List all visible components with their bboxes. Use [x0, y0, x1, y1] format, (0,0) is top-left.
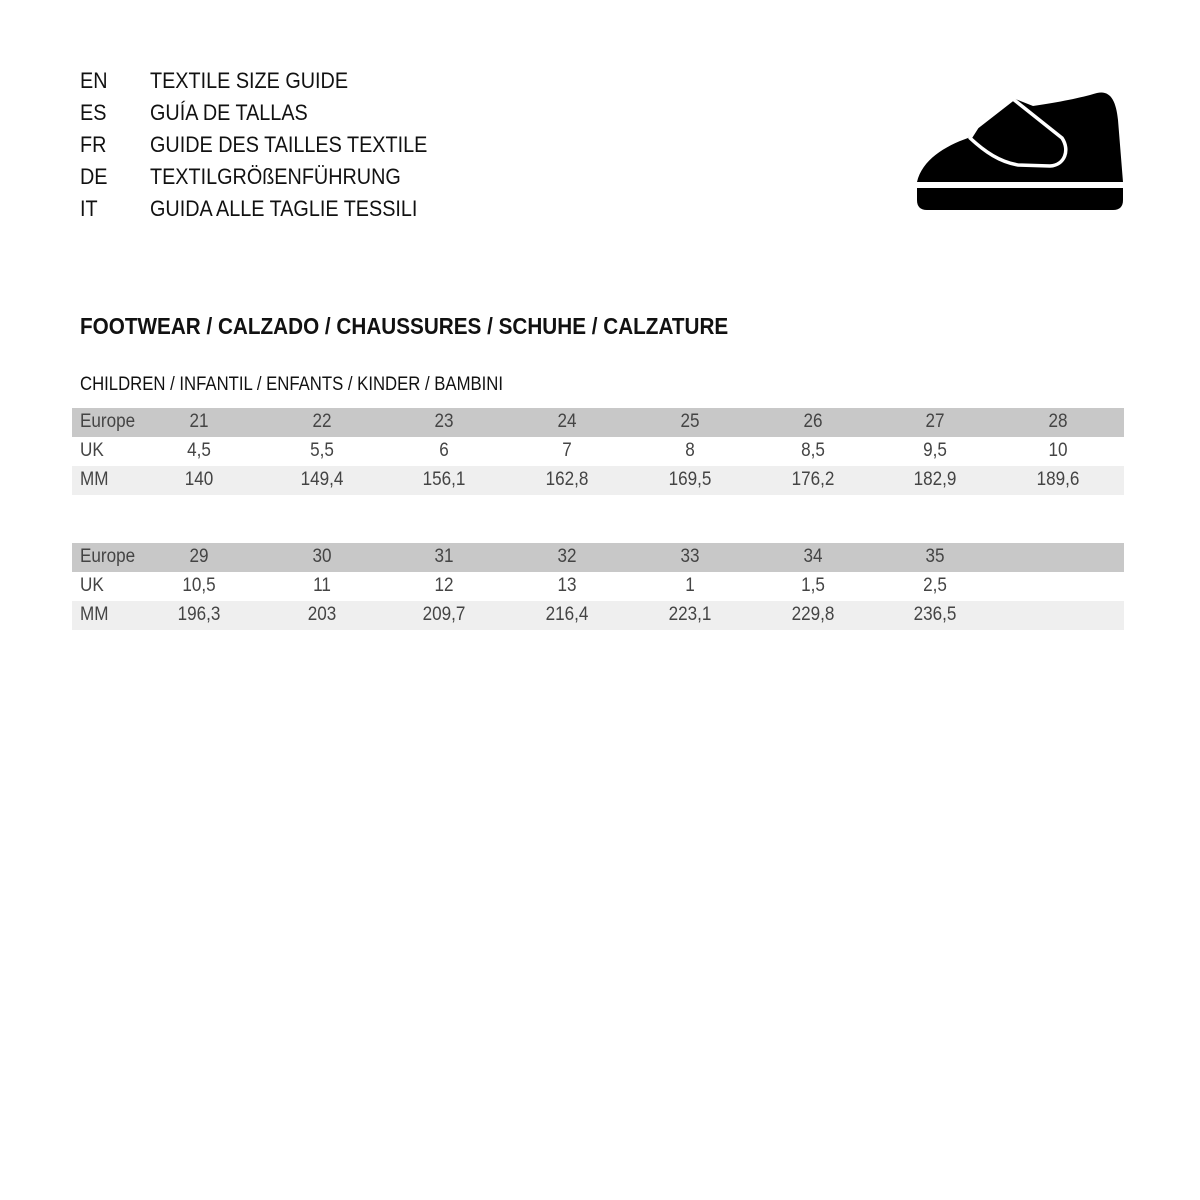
language-title: TEXTILGRÖßENFÜHRUNG [150, 164, 401, 189]
language-title: GUIDA ALLE TAGLIE TESSILI [150, 196, 418, 221]
table-cell: 176,2 [791, 469, 834, 490]
table-cell: 236,5 [913, 604, 957, 625]
shoe-icon [917, 92, 1123, 210]
table-cell: 229,8 [791, 604, 834, 625]
table-cell: 27 [925, 411, 945, 432]
table-row: Europe 29 30 31 32 33 34 35 [72, 543, 1124, 572]
table-cell: 9,5 [923, 440, 948, 461]
table-cell: 30 [312, 546, 332, 567]
table-cell: 162,8 [545, 469, 589, 490]
table-row: MM 140 149,4 156,1 162,8 169,5 176,2 182,9 189,6 [72, 466, 1124, 495]
row-label: MM [80, 469, 109, 490]
language-code: EN [80, 68, 108, 93]
table-cell: 31 [434, 546, 454, 567]
table-row: UK 4,5 5,5 6 7 8 8,5 9,5 10 [72, 437, 1124, 466]
table-cell: 223,1 [668, 604, 712, 625]
size-table-1: Europe 21 22 23 24 25 26 27 28 UK 4,5 5,5 6 7 8 8,5 9,5 1… [72, 408, 1124, 495]
table-cell: 209,7 [422, 604, 466, 625]
table-cell: 216,4 [545, 604, 589, 625]
table-cell: 203 [307, 604, 336, 625]
table-cell: 5,5 [309, 440, 334, 461]
language-title: GUÍA DE TALLAS [150, 100, 308, 125]
table-cell: 140 [184, 469, 214, 490]
language-code: ES [80, 100, 107, 125]
table-cell: 1,5 [800, 575, 825, 596]
table-row: Europe 21 22 23 24 25 26 27 28 [72, 408, 1124, 437]
table-cell: 22 [312, 411, 332, 432]
table-row: MM 196,3 203 209,7 216,4 223,1 229,8 236,5 [72, 601, 1124, 630]
language-title: GUIDE DES TAILLES TEXTILE [150, 132, 428, 157]
table-cell: 35 [925, 546, 945, 567]
page-title: FOOTWEAR / CALZADO / CHAUSSURES / SCHUHE… [80, 313, 729, 339]
section-subtitle: CHILDREN / INFANTIL / ENFANTS / KINDER /… [80, 374, 504, 395]
table-cell: 196,3 [177, 604, 221, 625]
table-cell: 10 [1048, 440, 1068, 461]
table-cell: 1 [685, 575, 695, 596]
table-cell: 7 [562, 440, 572, 461]
table-cell: 4,5 [187, 440, 211, 461]
row-label: MM [80, 604, 109, 625]
table-cell: 156,1 [422, 469, 466, 490]
table-cell: 13 [557, 575, 577, 596]
table-cell: 8 [685, 440, 695, 461]
table-cell: 24 [557, 411, 577, 432]
row-label: UK [80, 440, 104, 461]
table-cell: 6 [439, 440, 450, 461]
table-cell: 8,5 [800, 440, 825, 461]
table-cell: 29 [189, 546, 209, 567]
table-cell: 28 [1048, 411, 1068, 432]
size-table-2: Europe 29 30 31 32 33 34 35 UK 10,5 11 12 13 1 1,5 2,5 M… [72, 543, 1124, 630]
table-cell: 25 [680, 411, 700, 432]
table-cell: 26 [802, 411, 823, 432]
table-cell: 182,9 [913, 469, 957, 490]
table-cell: 32 [557, 546, 577, 567]
table-cell: 23 [434, 411, 454, 432]
table-cell: 169,5 [668, 469, 712, 490]
table-cell: 12 [434, 575, 454, 596]
row-label: UK [80, 575, 104, 596]
table-cell: 11 [312, 575, 331, 596]
language-code: FR [80, 132, 107, 157]
table-cell: 10,5 [182, 575, 216, 596]
table-row: UK 10,5 11 12 13 1 1,5 2,5 [72, 572, 1124, 601]
table-cell: 2,5 [923, 575, 948, 596]
row-label: Europe [80, 546, 136, 567]
language-code: DE [80, 164, 108, 189]
language-title: TEXTILE SIZE GUIDE [150, 68, 349, 93]
table-cell: 149,4 [300, 469, 344, 490]
language-code: IT [80, 196, 98, 221]
table-cell: 33 [680, 546, 700, 567]
table-cell: 34 [802, 546, 823, 567]
row-label: Europe [80, 411, 136, 432]
table-cell: 21 [189, 411, 209, 432]
table-cell: 189,6 [1036, 469, 1080, 490]
